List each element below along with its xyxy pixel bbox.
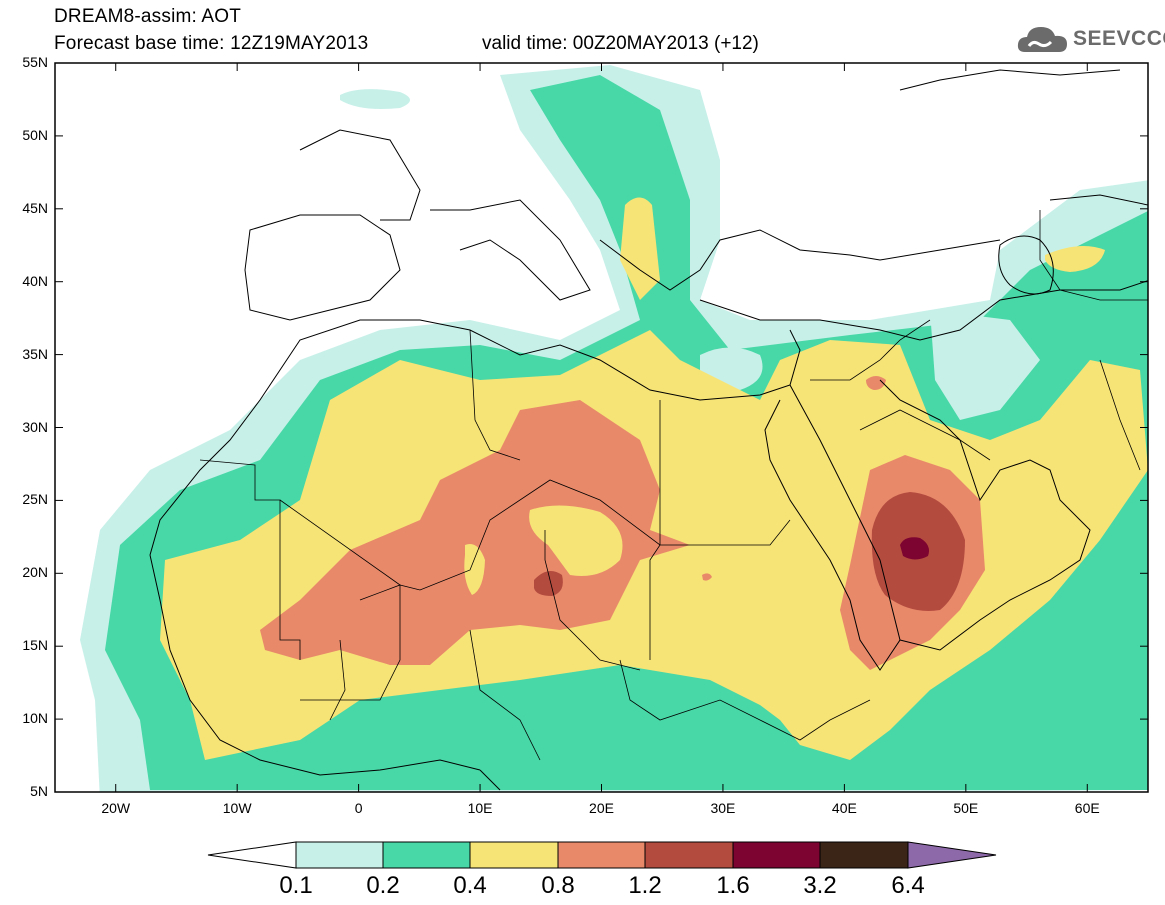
- lon-label: 30E: [710, 800, 736, 816]
- aot-band-0-1-iran: [930, 310, 1040, 420]
- aot-contours: [80, 65, 1148, 792]
- base-time-label: Forecast base time: 12Z19MAY2013: [54, 33, 369, 54]
- colorbar-swatch: [557, 841, 646, 869]
- cloud-icon: [1017, 27, 1067, 52]
- colorbar-low-triangle: [207, 841, 297, 869]
- aot-band-0-4-balkan: [620, 197, 660, 300]
- lat-label: 5N: [30, 783, 48, 799]
- lat-label: 50N: [22, 126, 48, 143]
- colorbar-swatch: [295, 841, 384, 869]
- lon-label: 20E: [589, 800, 614, 816]
- colorbar-label: 1.2: [628, 872, 662, 899]
- lon-label: 10E: [467, 800, 493, 816]
- colorbar: [207, 841, 997, 869]
- aot-band-1-6-arabia: [900, 537, 929, 560]
- valid-time-label: valid time: 00Z20MAY2013 (+12): [482, 33, 759, 54]
- colorbar-label: 0.4: [453, 872, 487, 899]
- aot-band-0-8-dot: [702, 573, 712, 581]
- lon-label: 40E: [831, 800, 857, 816]
- lat-label: 20N: [22, 564, 48, 581]
- lat-label: 35N: [22, 345, 48, 362]
- aot-band-0-4-hole2: [464, 544, 485, 595]
- colorbar-swatch: [469, 841, 559, 869]
- colorbar-swatch: [819, 841, 909, 869]
- seevccc-logo: SEEVCCC: [1015, 22, 1165, 58]
- lat-label: 15N: [22, 637, 48, 654]
- aot-band-0-8-iraq: [866, 376, 886, 390]
- colorbar-label: 0.2: [366, 872, 400, 899]
- colorbar-label: 1.6: [716, 872, 750, 899]
- colorbar-label: 0.1: [279, 872, 313, 899]
- aot-band-0-1-north: [340, 89, 410, 109]
- logo-text: SEEVCCC: [1073, 27, 1165, 50]
- lon-label: 20W: [101, 800, 131, 816]
- lon-label: 50E: [953, 800, 979, 816]
- lat-label: 40N: [22, 272, 48, 289]
- colorbar-high-triangle: [907, 841, 997, 869]
- colorbar-label: 3.2: [803, 872, 837, 899]
- lat-label: 55N: [22, 54, 48, 70]
- lat-label: 10N: [22, 710, 48, 727]
- lon-label: 0: [354, 800, 363, 816]
- aot-band-1-2-sahara: [534, 571, 563, 596]
- lat-label: 25N: [22, 491, 48, 508]
- coastlines: [149, 69, 1148, 791]
- aot-band-0-8-sahara: [260, 400, 690, 665]
- colorbar-label: 0.8: [541, 872, 575, 899]
- colorbar-swatch: [382, 841, 471, 869]
- axis-ticks: [55, 62, 1148, 793]
- colorbar-swatch: [732, 841, 821, 869]
- model-title: DREAM8-assim: AOT: [54, 6, 242, 27]
- colorbar-label: 6.4: [891, 872, 925, 899]
- colorbar-swatch: [644, 841, 734, 869]
- lat-label: 30N: [22, 418, 48, 435]
- aot-band-0-4-hole: [529, 505, 623, 576]
- lon-label: 10W: [222, 800, 252, 816]
- lon-label: 60E: [1074, 800, 1100, 816]
- lat-label: 45N: [22, 199, 48, 216]
- country-borders: [199, 210, 1148, 761]
- aot-band-0-4-caspian: [1045, 246, 1105, 272]
